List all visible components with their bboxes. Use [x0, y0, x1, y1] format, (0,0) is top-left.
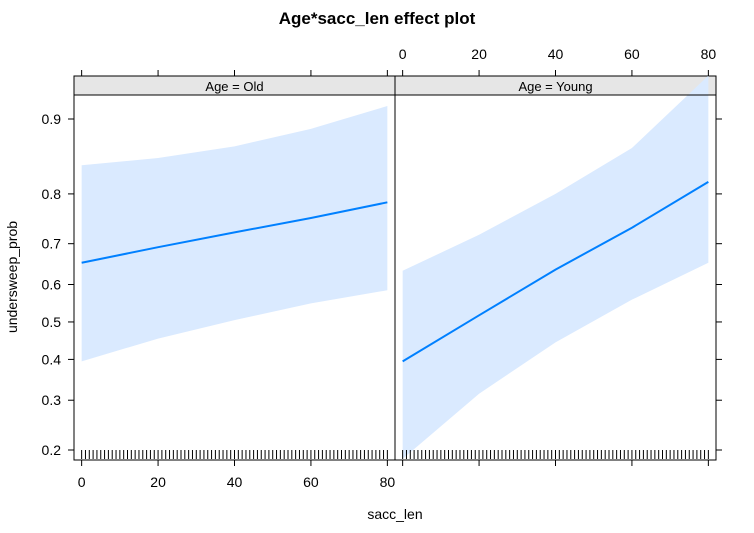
- x-tick-label-bottom: 80: [380, 474, 396, 490]
- chart-title: Age*sacc_len effect plot: [279, 9, 476, 28]
- chart-marks: 0 0 20 20 40 40 60 60 80 80 0.2 0.3 0.4 0.5 0.6 0.7 0.8 0…: [42, 46, 722, 490]
- x-tick-label-bottom: 40: [227, 474, 243, 490]
- x-tick-label-bottom: 20: [150, 474, 166, 490]
- strip-label-young: Age = Young: [518, 79, 592, 94]
- y-tick-label: 0.7: [42, 236, 62, 252]
- y-tick-label: 0.8: [42, 186, 62, 202]
- x-tick-label-bottom: 60: [303, 474, 319, 490]
- x-tick-label-top: 40: [548, 46, 564, 62]
- y-tick-label: 0.4: [42, 351, 62, 367]
- x-tick-label-bottom: 0: [78, 474, 86, 490]
- x-tick-label-top: 20: [471, 46, 487, 62]
- strip-label-old: Age = Old: [205, 79, 263, 94]
- fitted-line-0: [81, 201, 388, 264]
- x-axis-label: sacc_len: [367, 506, 422, 522]
- x-tick-label-top: 60: [624, 46, 640, 62]
- fitted-line-1: [402, 181, 709, 363]
- confidence-band-1: [402, 75, 709, 459]
- y-tick-label: 0.5: [42, 314, 62, 330]
- x-tick-label-top: 0: [399, 46, 407, 62]
- confidence-band-0: [81, 105, 388, 362]
- y-tick-label: 0.6: [42, 277, 62, 293]
- y-axis-label: undersweep_prob: [4, 221, 20, 333]
- y-tick-label: 0.9: [42, 111, 62, 127]
- y-tick-label: 0.2: [42, 442, 62, 458]
- y-tick-label: 0.3: [42, 392, 62, 408]
- x-tick-label-top: 80: [701, 46, 717, 62]
